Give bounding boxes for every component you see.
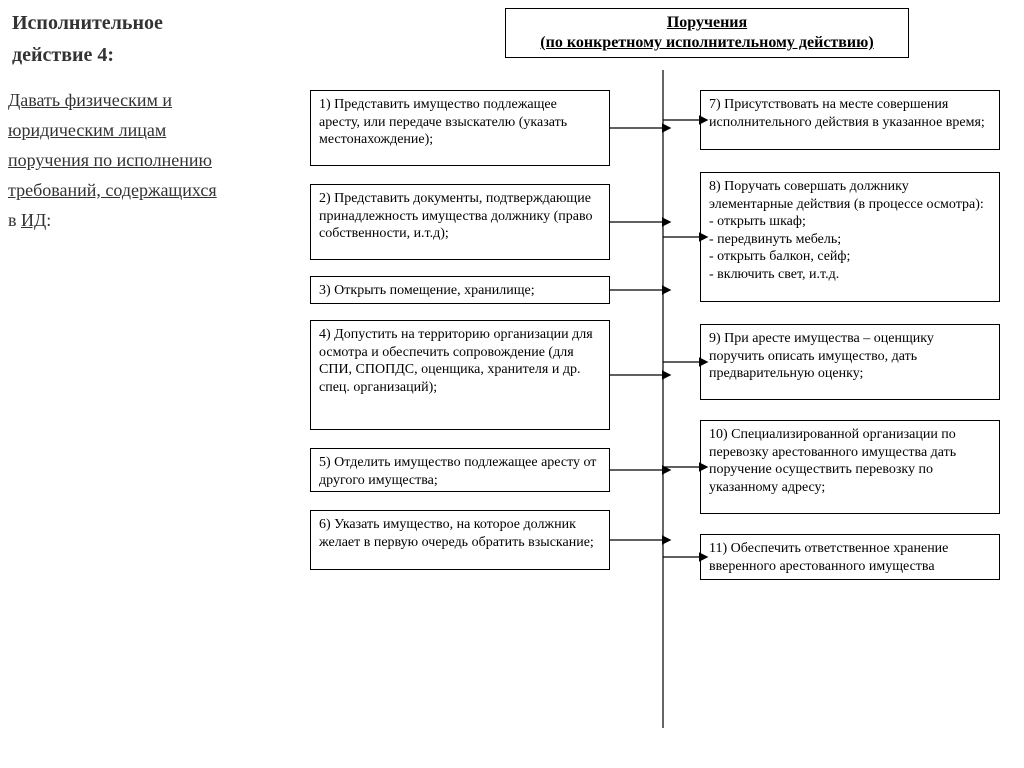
item-box-4: 4) Допустить на территорию организации д…: [310, 320, 610, 430]
intro-l1: Давать физическим и: [8, 90, 172, 111]
title-line2: действие 4:: [12, 44, 114, 67]
intro-l2: юридическим лицам: [8, 120, 166, 141]
item-box-5: 5) Отделить имущество подлежащее аресту …: [310, 448, 610, 492]
header-box: Поручения (по конкретному исполнительном…: [505, 8, 909, 58]
item-box-11: 11) Обеспечить ответственное хранение вв…: [700, 534, 1000, 580]
item-box-10: 10) Специализированной организации по пе…: [700, 420, 1000, 514]
item-box-9: 9) При аресте имущества – оценщику поруч…: [700, 324, 1000, 400]
item-box-2: 2) Представить документы, подтверждающие…: [310, 184, 610, 260]
header-line2: (по конкретному исполнительному действию…: [512, 33, 902, 53]
intro-l5: в ИД:: [8, 210, 51, 231]
title-line1: Исполнительное: [12, 12, 163, 35]
item-box-3: 3) Открыть помещение, хранилище;: [310, 276, 610, 304]
item-box-7: 7) Присутствовать на месте совершения ис…: [700, 90, 1000, 150]
item-box-6: 6) Указать имущество, на которое должник…: [310, 510, 610, 570]
intro-l5-post: :: [46, 210, 51, 230]
intro-l4: требований, содержащихся: [8, 180, 217, 201]
item-box-8: 8) Поручать совершать должнику элементар…: [700, 172, 1000, 302]
intro-l5-pre: в: [8, 210, 21, 230]
intro-l3: поручения по исполнению: [8, 150, 212, 171]
header-line1: Поручения: [512, 13, 902, 33]
item-box-1: 1) Представить имущество подлежащее арес…: [310, 90, 610, 166]
intro-l5-u: ИД: [21, 210, 46, 230]
